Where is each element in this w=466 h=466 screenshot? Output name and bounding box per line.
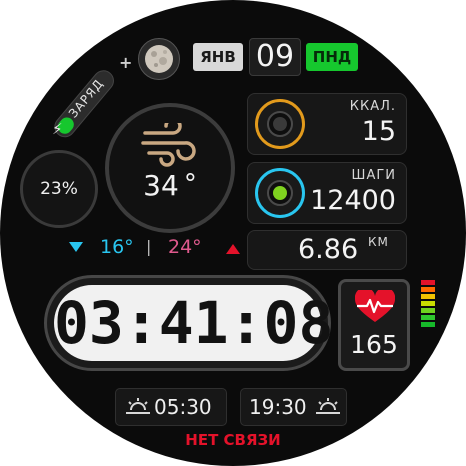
sunrise-panel: 05:30 <box>115 388 227 426</box>
plus-icon: + <box>119 53 133 72</box>
month-label: ЯНВ <box>200 48 236 66</box>
weather-temp: 34 <box>143 169 179 202</box>
moon-icon <box>138 38 180 80</box>
temp-separator: | <box>146 237 152 256</box>
heart-ecg-icon <box>355 290 395 322</box>
weather-degree: ° <box>183 169 197 199</box>
connection-status-text: НЕТ СВЯЗИ <box>185 431 281 449</box>
time-seconds: 08 <box>263 289 334 357</box>
arrow-up-icon <box>226 244 240 254</box>
weekday-badge: ПНД <box>306 43 358 71</box>
weekday-label: ПНД <box>312 48 352 66</box>
time-hours: 03 <box>54 289 124 357</box>
heart-value: 165 <box>350 330 398 359</box>
weather-dial: 34 ° <box>105 103 235 233</box>
time-capsule: 03:41:08 <box>44 275 333 371</box>
distance-value: 6.86 <box>298 234 359 265</box>
time-minutes: 41 <box>158 289 229 357</box>
time-colon-2: : <box>228 289 264 357</box>
battery-gauge <box>54 70 114 138</box>
calories-label: ККАЛ. <box>349 99 396 114</box>
battery-percent-dial: 23% <box>20 150 98 228</box>
steps-value: 12400 <box>310 185 396 216</box>
sunset-icon <box>316 398 340 414</box>
month-badge: ЯНВ <box>193 43 243 71</box>
high-temp: 24° <box>168 236 202 258</box>
sunset-time: 19:30 <box>249 395 307 419</box>
time-display: 03:41:08 <box>54 285 333 361</box>
calories-ring-icon <box>255 99 305 149</box>
arrow-down-icon <box>69 242 83 252</box>
connection-status: НЕТ СВЯЗИ <box>0 430 466 449</box>
steps-label: ШАГИ <box>351 168 396 183</box>
distance-unit: КМ <box>368 235 389 249</box>
calories-panel: ККАЛ. 15 <box>247 93 407 155</box>
heart-level-bar <box>421 280 435 330</box>
sunset-panel: 19:30 <box>240 388 347 426</box>
low-temp: 16° <box>100 236 134 258</box>
calories-value: 15 <box>361 116 396 147</box>
steps-ring-icon <box>255 168 305 218</box>
day-badge: 09 <box>249 38 301 76</box>
sunrise-icon <box>126 398 150 414</box>
sunrise-time: 05:30 <box>154 395 212 419</box>
heart-panel: 165 <box>338 279 410 371</box>
distance-panel: 6.86 КМ <box>247 230 407 270</box>
wind-icon <box>141 123 196 167</box>
day-number: 09 <box>255 39 295 74</box>
steps-panel: ШАГИ 12400 <box>247 162 407 224</box>
bolt-icon: ⚡ <box>52 120 63 138</box>
battery-percent-value: 23% <box>40 179 78 199</box>
time-colon-1: : <box>123 289 159 357</box>
